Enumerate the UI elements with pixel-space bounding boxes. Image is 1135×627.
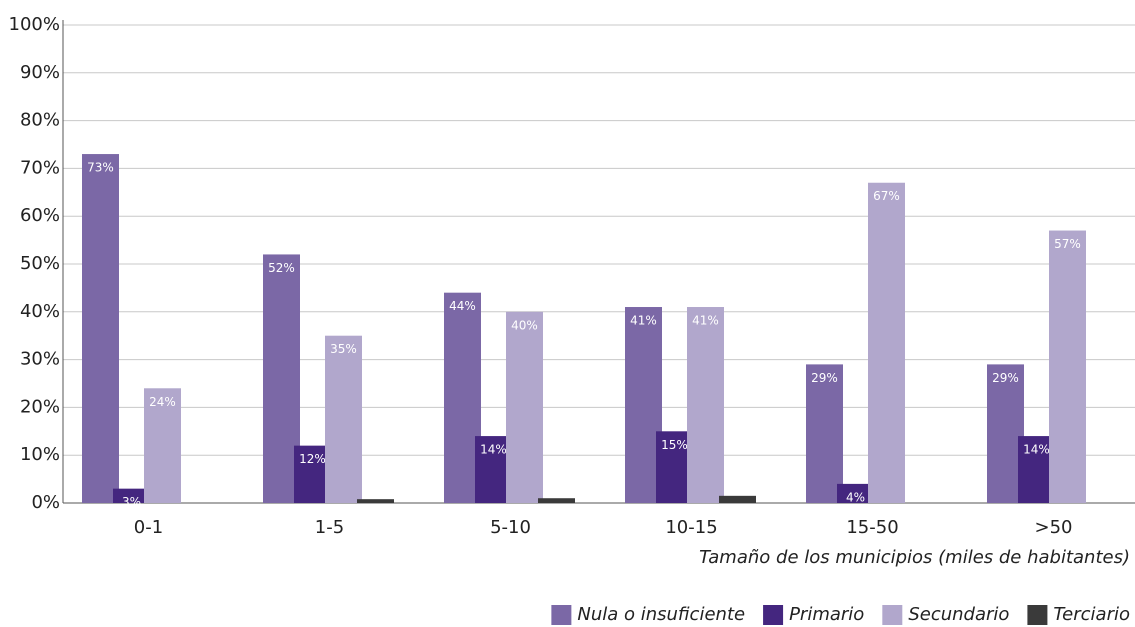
bar [294, 445, 331, 503]
bar [719, 495, 756, 503]
bar [357, 499, 394, 503]
value-label: 73% [87, 161, 114, 175]
bar [444, 292, 481, 503]
x-tick-label: 15-50 [846, 517, 898, 538]
bar [806, 364, 843, 503]
y-tick-label: 10% [20, 444, 60, 465]
legend-swatch [1027, 605, 1048, 625]
y-tick-label: 90% [20, 62, 60, 83]
value-label: 12% [299, 452, 326, 466]
legend-label: Secundario [908, 604, 1009, 625]
value-label: 15% [661, 438, 688, 452]
bar [1049, 230, 1086, 504]
value-label: 29% [992, 371, 1019, 385]
y-tick-label: 80% [20, 110, 60, 131]
value-label: 14% [480, 443, 507, 457]
value-label: 14% [1023, 443, 1050, 457]
bar [538, 498, 575, 503]
y-tick-label: 70% [20, 157, 60, 178]
legend-label: Terciario [1053, 604, 1130, 625]
value-label: 41% [692, 314, 719, 328]
legend-swatch [882, 605, 903, 625]
value-label: 57% [1054, 237, 1081, 251]
x-tick-label: 1-5 [315, 517, 344, 538]
y-tick-label: 100% [9, 14, 60, 35]
bar [113, 488, 150, 503]
y-tick-label: 50% [20, 253, 60, 274]
bar [325, 335, 362, 503]
bar [144, 388, 181, 503]
bar [1018, 436, 1055, 503]
legend-label: Primario [789, 604, 864, 625]
x-axis-label: Tamaño de los municipios (miles de habit… [699, 547, 1130, 568]
bar [868, 182, 905, 504]
bar [656, 431, 693, 503]
value-label: 40% [511, 318, 538, 332]
bar [82, 154, 119, 503]
legend-swatch [763, 605, 784, 625]
value-label: 44% [449, 299, 476, 313]
value-label: 41% [630, 314, 657, 328]
bar [987, 364, 1024, 503]
x-tick-label: 10-15 [665, 517, 717, 538]
value-label: 52% [268, 261, 295, 275]
bar [625, 307, 662, 503]
y-tick-label: 60% [20, 205, 60, 226]
y-tick-label: 30% [20, 349, 60, 370]
x-tick-label: 0-1 [134, 517, 163, 538]
bar [475, 436, 512, 503]
bar [506, 311, 543, 503]
x-tick-label: 5-10 [490, 517, 531, 538]
value-label: 24% [149, 395, 176, 409]
value-label: 29% [811, 371, 838, 385]
legend-label: Nula o insuficiente [577, 604, 745, 625]
value-label: 3% [122, 495, 141, 509]
value-label: 35% [330, 342, 357, 356]
y-tick-label: 40% [20, 301, 60, 322]
bar [687, 307, 724, 503]
value-label: 4% [846, 490, 865, 504]
bar [837, 483, 874, 503]
legend-swatch [551, 605, 572, 625]
x-tick-label: >50 [1035, 517, 1073, 538]
value-label: 67% [873, 189, 900, 203]
bar [263, 254, 300, 503]
y-tick-label: 0% [31, 492, 60, 513]
y-tick-label: 20% [20, 396, 60, 417]
